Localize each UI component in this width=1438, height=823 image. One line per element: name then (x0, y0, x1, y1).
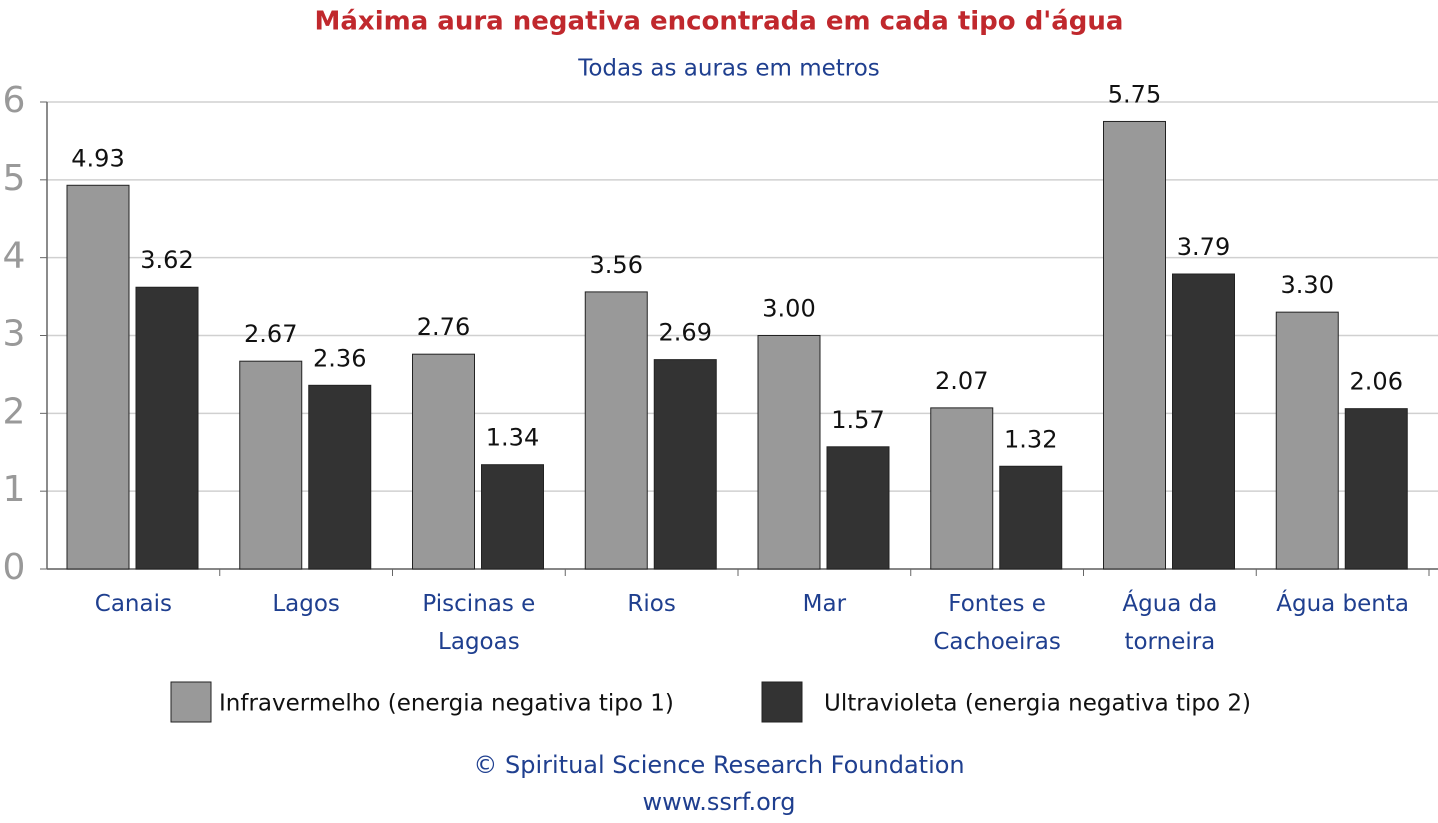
x-tick-label: Fontes e Cachoeiras (933, 591, 1061, 655)
value-label: 1.34 (486, 424, 539, 452)
y-tick-label: 4 (3, 236, 26, 277)
value-label: 2.76 (417, 313, 470, 341)
y-tick-label: 6 (3, 80, 26, 121)
value-label: 2.69 (659, 319, 712, 347)
bar (1275, 311, 1339, 570)
value-label: 1.32 (1004, 425, 1057, 453)
legend-swatch (170, 681, 212, 723)
footer: © Spiritual Science Research Foundation (473, 751, 964, 779)
value-label: 3.30 (1281, 271, 1334, 299)
bar (757, 335, 821, 570)
value-label: 3.56 (590, 251, 643, 279)
y-tick-label: 3 (3, 314, 26, 355)
value-label: 5.75 (1108, 80, 1161, 108)
bar (1172, 273, 1235, 570)
value-label: 4.93 (71, 144, 124, 172)
bar (239, 360, 303, 570)
value-label: 3.79 (1177, 233, 1230, 261)
legend-label: Infravermelho (energia negativa tipo 1) (219, 691, 674, 717)
y-tick-label: 5 (3, 158, 26, 199)
y-tick-label: 2 (3, 391, 26, 432)
value-label: 3.62 (140, 246, 193, 274)
y-tick-label: 0 (3, 547, 26, 588)
footer: www.ssrf.org (643, 788, 796, 816)
bar (653, 359, 717, 570)
value-label: 3.00 (762, 295, 815, 323)
chart-title: Máxima aura negativa encontrada em cada … (315, 7, 1124, 37)
value-label: 2.06 (1350, 368, 1403, 396)
legend-swatch (761, 681, 803, 723)
bar (826, 446, 890, 570)
bar (930, 407, 994, 570)
value-label: 2.07 (935, 367, 988, 395)
value-label: 1.57 (831, 406, 884, 434)
x-tick-label: Rios (627, 591, 676, 617)
x-tick-label: Mar (802, 591, 847, 617)
bar (412, 353, 475, 570)
bar (1344, 408, 1408, 570)
legend-label: Ultravioleta (energia negativa tipo 2) (824, 691, 1251, 717)
chart-subtitle: Todas as auras em metros (577, 56, 880, 82)
bar (999, 465, 1063, 570)
x-tick-label: Lagos (272, 591, 340, 617)
x-tick-label: Água benta (1276, 591, 1409, 617)
value-label: 2.67 (244, 320, 297, 348)
x-tick-label: Água da torneira (1122, 591, 1218, 655)
bar (135, 286, 199, 570)
x-tick-label: Piscinas e Lagoas (422, 591, 536, 655)
bar (1103, 120, 1166, 570)
bar (481, 464, 544, 570)
y-tick-label: 1 (3, 469, 26, 510)
value-label: 2.36 (313, 344, 366, 372)
bar (66, 184, 130, 570)
x-tick-label: Canais (94, 591, 172, 617)
bar (308, 384, 372, 570)
bar (584, 291, 648, 570)
